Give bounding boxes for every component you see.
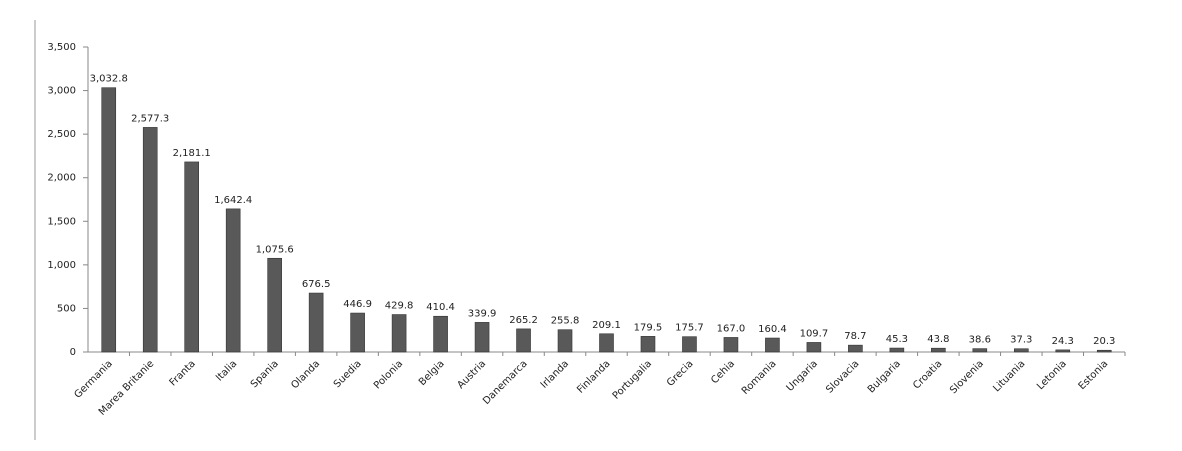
bar: [765, 337, 780, 353]
x-tick-label: Belgia: [417, 358, 447, 388]
data-label: 209.1: [592, 320, 621, 331]
x-tick-label: Irlanda: [539, 358, 571, 390]
data-label: 20.3: [1093, 336, 1115, 347]
bar: [267, 257, 282, 353]
data-label: 2,181.1: [173, 148, 211, 159]
x-tick-label: Franta: [168, 358, 198, 388]
y-tick-label: 3,500: [47, 42, 76, 53]
data-label: 175.7: [675, 323, 704, 334]
data-label: 38.6: [969, 335, 991, 346]
y-tick-label: 1,000: [47, 260, 76, 271]
data-label: 429.8: [385, 301, 414, 312]
data-label: 265.2: [509, 315, 538, 326]
data-label: 3,032.8: [90, 74, 128, 85]
bar: [391, 314, 407, 353]
data-label: 2,577.3: [131, 113, 169, 124]
y-tick-label: 0: [70, 347, 76, 358]
x-tick-label: Finlanda: [575, 358, 612, 395]
data-label: 1,075.6: [256, 244, 294, 255]
bar: [848, 344, 863, 353]
x-tick-label: Slovacia: [824, 358, 861, 395]
x-tick-label: Lituania: [991, 358, 1027, 394]
bar: [931, 347, 946, 353]
bar: [889, 347, 905, 353]
x-tick-label: Danemarca: [481, 358, 530, 407]
data-label: 1,642.4: [214, 195, 252, 206]
data-label: 37.3: [1010, 335, 1032, 346]
y-tick-label: 2,500: [47, 129, 76, 140]
x-tick-label: Cehia: [709, 358, 737, 386]
data-label: 24.3: [1052, 336, 1074, 347]
bar: [1055, 349, 1071, 353]
bar: [308, 292, 324, 353]
y-tick-label: 3,000: [47, 86, 76, 97]
data-label: 676.5: [302, 279, 331, 290]
x-tick-label: Letonia: [1035, 358, 1069, 392]
x-tick-label: Austria: [455, 358, 488, 391]
bar: [972, 348, 988, 353]
data-label: 78.7: [844, 331, 866, 342]
data-label: 160.4: [758, 324, 787, 335]
bar: [599, 333, 614, 353]
x-tick-label: Ungaria: [785, 358, 820, 393]
data-label: 410.4: [426, 302, 455, 313]
data-label: 339.9: [468, 308, 497, 319]
bar: [474, 322, 490, 353]
data-label: 167.0: [717, 323, 746, 334]
x-tick-label: Olanda: [289, 358, 322, 391]
data-label: 43.8: [927, 334, 949, 345]
y-tick-label: 500: [57, 303, 76, 314]
y-tick-label: 1,500: [47, 216, 76, 227]
bar: [682, 336, 697, 353]
x-tick-label: Estonia: [1077, 358, 1111, 392]
bar: [184, 161, 199, 353]
x-tick-label: Bulgaria: [866, 358, 903, 395]
bar: [1013, 348, 1029, 353]
data-label: 255.8: [551, 316, 580, 327]
bar: [806, 342, 822, 353]
x-tick-label: Romania: [740, 358, 779, 397]
x-tick-label: Suedia: [332, 358, 364, 390]
bar: [433, 315, 448, 353]
y-tick-label: 2,000: [47, 173, 76, 184]
x-tick-label: Polonia: [372, 358, 405, 391]
data-label: 179.5: [634, 322, 663, 333]
x-tick-label: Slovenia: [948, 358, 986, 396]
bar: [1096, 349, 1112, 353]
bar: [557, 329, 573, 353]
data-label: 446.9: [343, 299, 372, 310]
x-tick-label: Grecia: [665, 358, 696, 389]
x-tick-label: Croatia: [911, 358, 944, 391]
bar: [350, 312, 365, 353]
bar: [516, 328, 531, 353]
bar: [142, 127, 158, 353]
x-tick-label: Spania: [249, 358, 281, 390]
bar: [225, 208, 241, 353]
x-tick-label: Italia: [214, 358, 239, 383]
bar: [723, 337, 739, 353]
data-label: 45.3: [886, 334, 908, 345]
data-label: 109.7: [800, 328, 829, 339]
x-tick-label: Germania: [72, 358, 114, 400]
bar: [101, 87, 117, 353]
bar: [640, 336, 656, 353]
x-tick-label: Portugalia: [611, 358, 654, 401]
